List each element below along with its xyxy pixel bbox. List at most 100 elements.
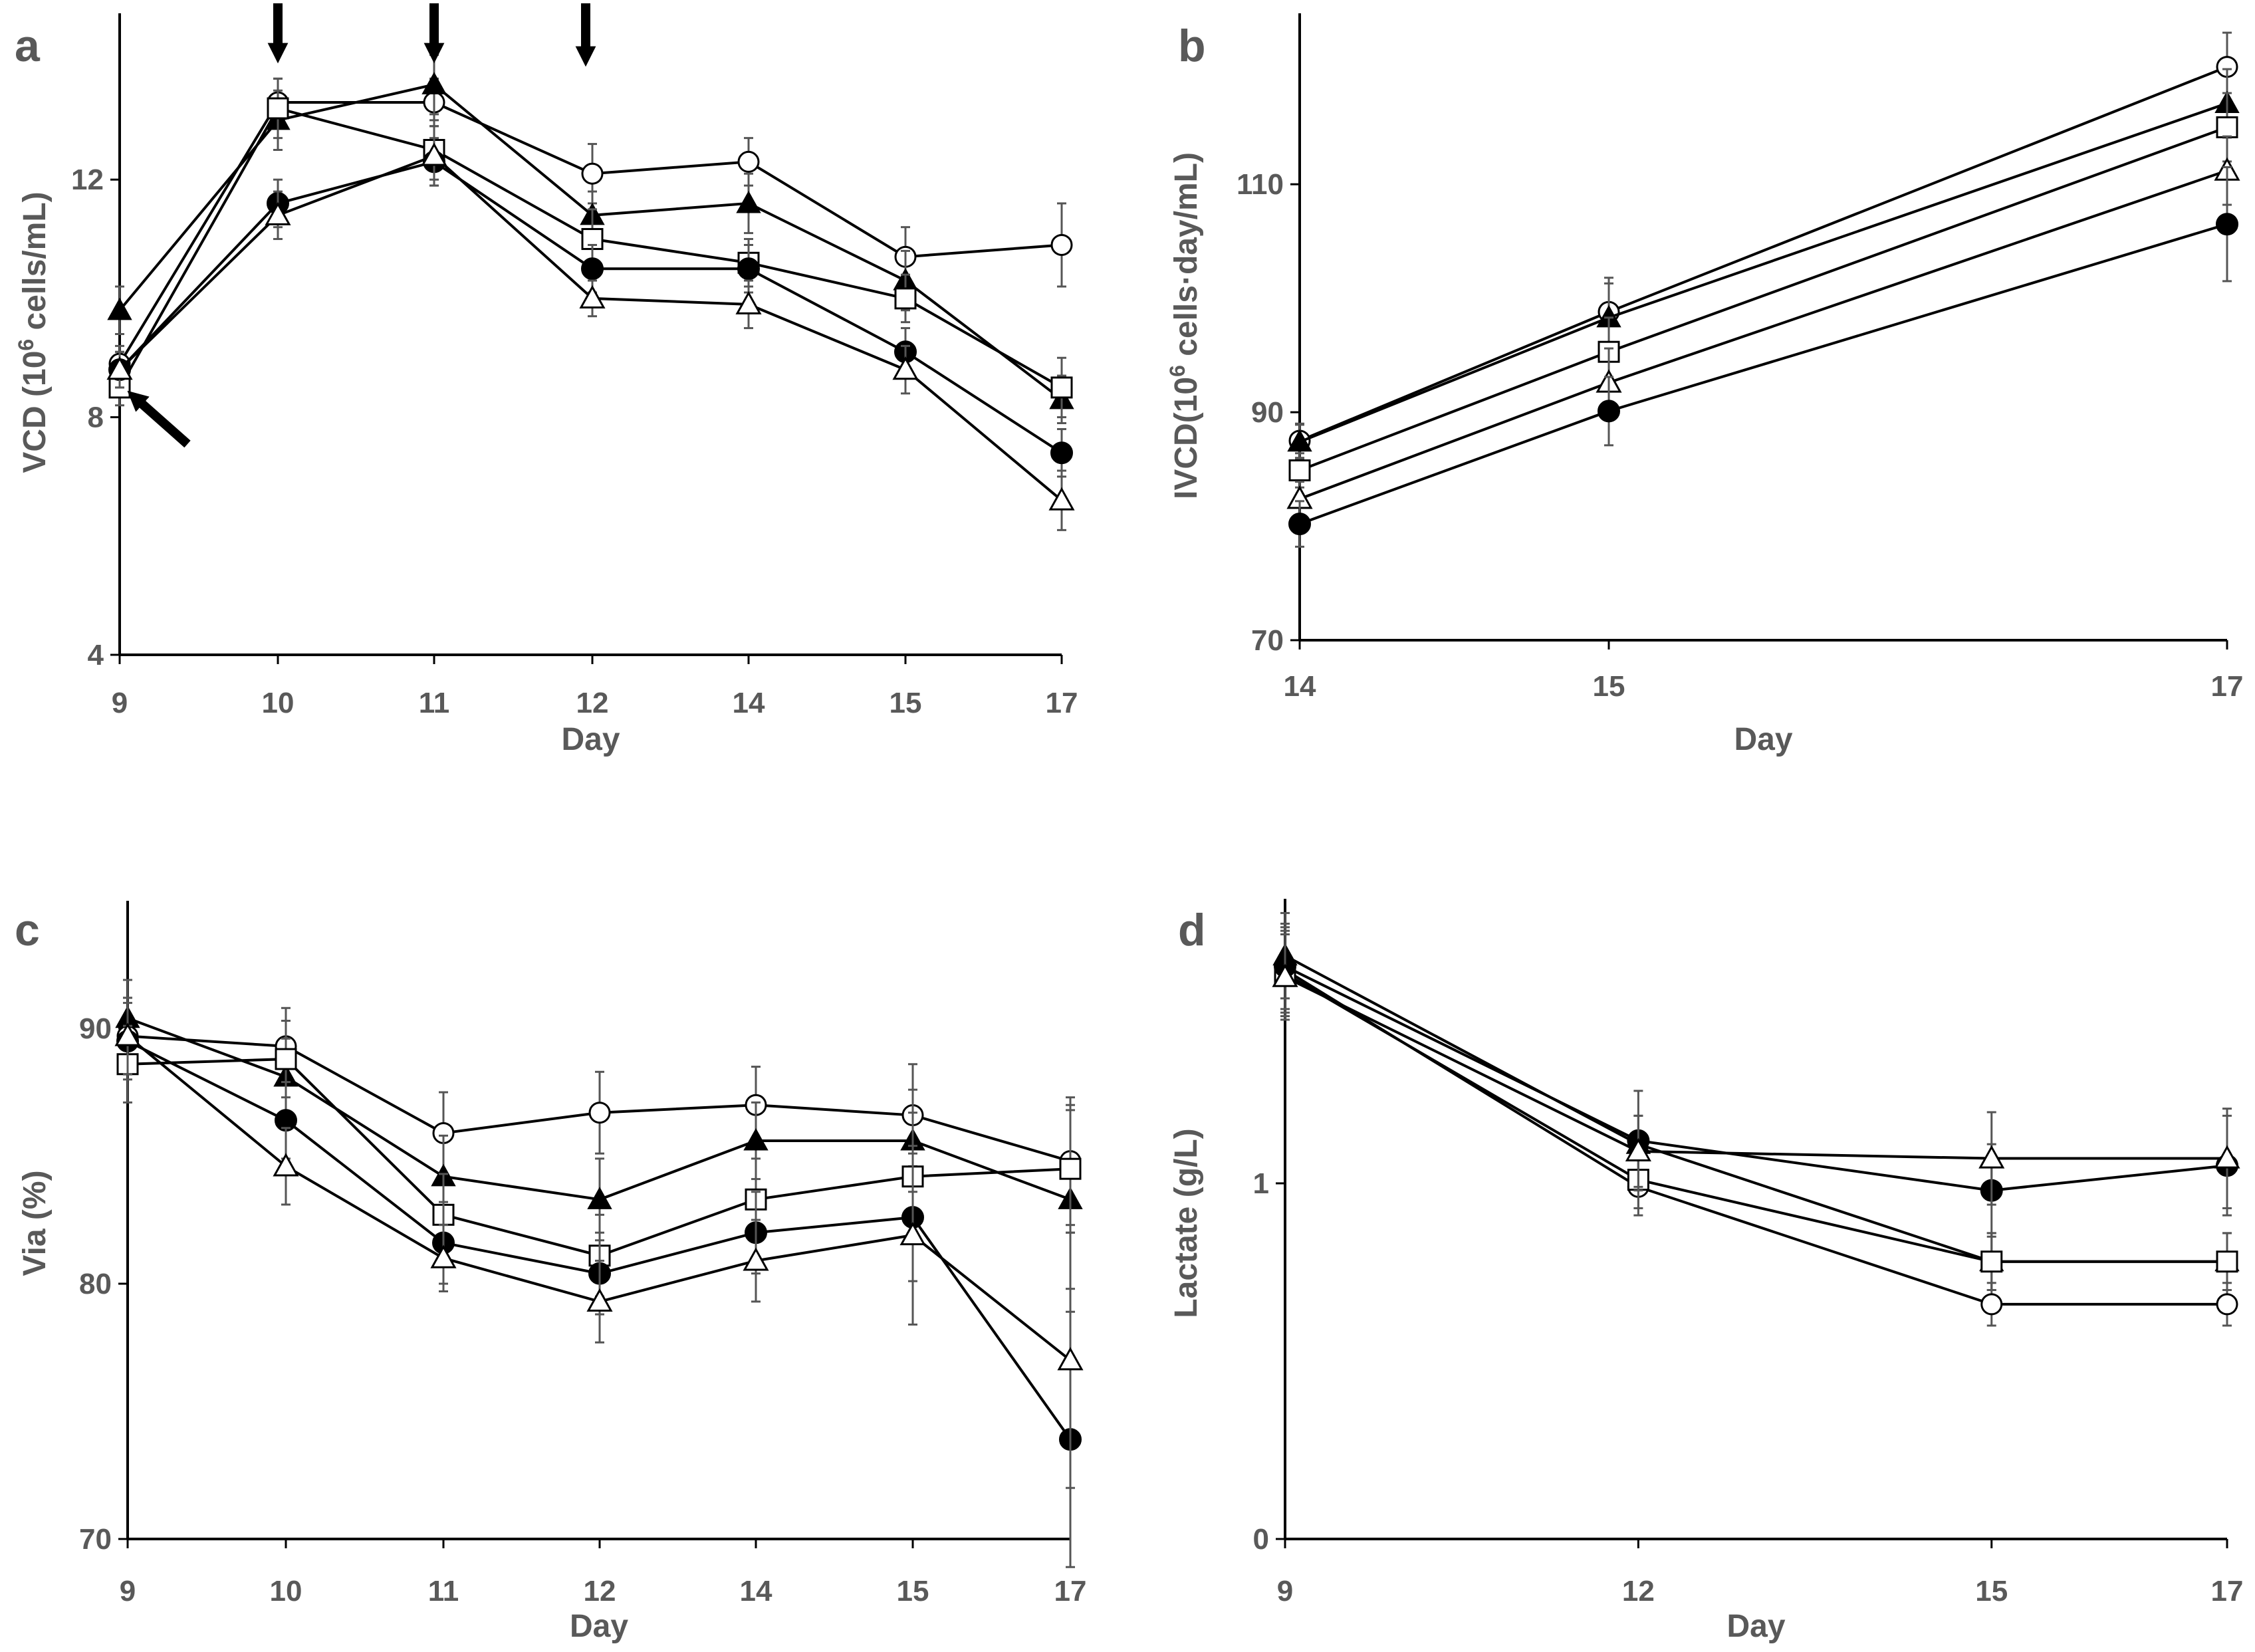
- x-tick-label: 17: [1046, 687, 1078, 719]
- y-tick-label: 4: [88, 639, 104, 671]
- y-tick-label: 8: [88, 402, 104, 434]
- open-triangle-marker: [430, 1244, 457, 1268]
- open-triangle-marker: [265, 201, 291, 225]
- x-tick-label: 10: [270, 1575, 302, 1607]
- series-filled-circle: [1274, 922, 2238, 1238]
- series-line: [1284, 972, 2227, 1263]
- x-axis-title: Day: [1726, 1609, 1785, 1644]
- series-filled-triangle: [1272, 911, 2240, 1291]
- panel-c: c 70 80 90 9 10 11 12 14 15 17 Day Via (%): [15, 901, 1086, 1644]
- arrow-annotation: [127, 390, 191, 448]
- open-circle-marker: [581, 162, 604, 185]
- y-tick-label: 12: [71, 164, 104, 196]
- x-tick-label: 14: [733, 687, 765, 719]
- y-axis-title: Lactate (g/L): [1169, 1128, 1204, 1318]
- y-axis-title-part: 6: [14, 339, 38, 351]
- x-tick-label: 11: [419, 687, 450, 719]
- series-line: [1299, 169, 2228, 501]
- y-axis-title: IVCD(106 cells·day/mL): [1165, 152, 1204, 499]
- open-square-marker: [2216, 116, 2238, 138]
- y-axis-title-part: IVCD(10: [1169, 377, 1204, 499]
- y-axis-title-part: cells/mL): [17, 191, 53, 338]
- series-line: [1284, 954, 2227, 1263]
- y-tick-label: 90: [1251, 396, 1284, 429]
- panel-letter: b: [1178, 21, 1206, 71]
- y-tick-label: 70: [1251, 624, 1284, 657]
- x-tick-label: 15: [1975, 1575, 2008, 1607]
- panel-d: d 0 1 9 12 15 17 Day Lactate (g/L): [1169, 899, 2243, 1644]
- filled-circle-marker: [1050, 441, 1073, 465]
- filled-circle-marker: [1288, 513, 1311, 536]
- filled-triangle-marker: [107, 297, 132, 320]
- x-tick-label: 9: [1277, 1575, 1293, 1607]
- open-triangle-marker: [1625, 1137, 1651, 1161]
- x-tick-label: 17: [1054, 1575, 1087, 1607]
- filled-circle-marker: [1598, 400, 1620, 423]
- x-tick-label: 15: [1593, 670, 1625, 703]
- open-square-marker: [1288, 459, 1311, 482]
- panel-letter: a: [15, 21, 41, 71]
- open-triangle-marker: [1978, 1145, 2005, 1169]
- open-square-marker: [1059, 1157, 1082, 1180]
- series-open-triangle: [106, 125, 1075, 531]
- open-triangle-marker: [892, 356, 919, 380]
- panel-letter: d: [1178, 905, 1206, 955]
- y-axis-title-part: VCD (10: [17, 351, 53, 473]
- open-triangle-marker: [1272, 963, 1298, 987]
- y-axis-title: Via (%): [17, 1170, 53, 1276]
- panel-b: b 70 90 110 14 15 17 Day IVCD(106 cells·day/mL): [1165, 13, 2243, 757]
- series-open-circle: [1274, 926, 2238, 1327]
- open-triangle-marker: [1057, 1347, 1084, 1371]
- y-tick-label: 70: [79, 1523, 112, 1556]
- open-square-marker: [894, 287, 917, 310]
- series-line: [1299, 223, 2228, 525]
- x-tick-label: 12: [584, 1575, 616, 1607]
- panel-letter: c: [15, 905, 40, 955]
- open-square-marker: [267, 97, 289, 120]
- y-tick-label: 90: [79, 1012, 112, 1045]
- open-triangle-marker: [743, 1247, 769, 1271]
- x-tick-label: 10: [262, 687, 295, 719]
- open-triangle-marker: [114, 1022, 141, 1046]
- x-tick-label: 12: [576, 687, 609, 719]
- series-line: [1284, 975, 2227, 1160]
- filled-circle-marker: [581, 257, 604, 281]
- x-tick-label: 9: [120, 1575, 136, 1607]
- open-triangle-marker: [735, 291, 762, 314]
- x-axis-title: Day: [561, 722, 620, 757]
- filled-triangle-marker: [587, 1187, 612, 1209]
- series-open-triangle: [114, 997, 1084, 1489]
- open-square-marker: [2216, 1250, 2238, 1273]
- x-tick-label: 9: [112, 687, 128, 719]
- open-square-marker: [1980, 1250, 2003, 1273]
- series-open-triangle: [1272, 933, 2240, 1209]
- open-circle-marker: [737, 150, 760, 173]
- open-triangle-marker: [273, 1153, 299, 1177]
- x-tick-label: 15: [890, 687, 922, 719]
- series-filled-circle: [1288, 166, 2238, 548]
- x-axis-title: Day: [1734, 722, 1792, 757]
- y-tick-label: 80: [79, 1268, 112, 1300]
- open-triangle-marker: [106, 356, 133, 380]
- open-circle-marker: [2216, 1293, 2238, 1316]
- x-tick-label: 15: [897, 1575, 929, 1607]
- open-circle-marker: [1980, 1293, 2003, 1316]
- open-triangle-marker: [421, 142, 447, 166]
- x-tick-label: 17: [2211, 670, 2244, 703]
- series-line: [1284, 969, 2227, 1306]
- open-triangle-marker: [1048, 487, 1075, 511]
- series-line: [1299, 102, 2228, 443]
- open-circle-marker: [1050, 233, 1073, 256]
- filled-triangle-marker: [743, 1127, 769, 1151]
- x-axis-title: Day: [570, 1609, 628, 1644]
- y-tick-label: 1: [1253, 1167, 1269, 1200]
- panel-a: a 4 8 12 9 10 11 12 14 15 17 Day VCD (106 cells/mL): [14, 3, 1078, 757]
- filled-triangle-marker: [421, 72, 447, 94]
- y-axis-title-part: cells·day/mL): [1169, 152, 1204, 365]
- y-tick-label: 110: [1237, 168, 1284, 201]
- series-open-circle: [1288, 31, 2238, 459]
- open-square-marker: [275, 1048, 297, 1070]
- filled-triangle-marker: [1287, 429, 1312, 452]
- open-triangle-marker: [2214, 1145, 2240, 1169]
- y-tick-label: 0: [1253, 1523, 1269, 1556]
